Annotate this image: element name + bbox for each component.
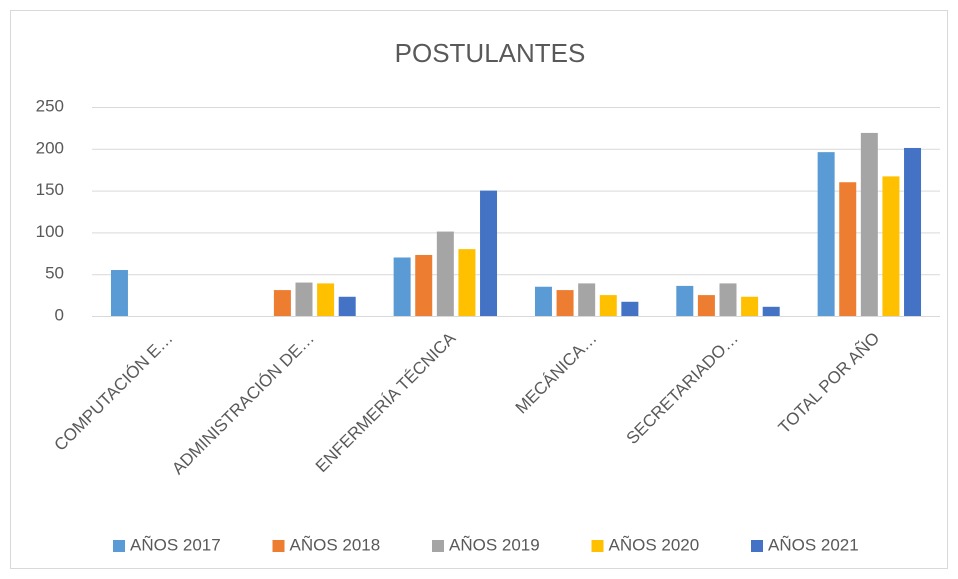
- y-tick-label: 0: [55, 305, 64, 324]
- bar: [393, 257, 411, 316]
- bar: [295, 282, 313, 316]
- bar: [762, 306, 780, 316]
- legend-label: AÑOS 2020: [609, 535, 700, 554]
- bar: [317, 283, 335, 316]
- chart-frame: [10, 10, 948, 569]
- bar: [817, 152, 835, 316]
- bar: [860, 132, 878, 316]
- y-tick-label: 150: [36, 180, 64, 199]
- bar: [741, 296, 759, 316]
- y-tick-label: 100: [36, 222, 64, 241]
- legend-label: AÑOS 2021: [768, 535, 859, 554]
- bar: [436, 231, 454, 316]
- bar: [839, 182, 857, 316]
- legend-label: AÑOS 2017: [130, 535, 221, 554]
- bar: [338, 296, 356, 316]
- bar: [697, 295, 715, 316]
- bar: [676, 285, 694, 316]
- bar: [882, 176, 900, 316]
- bar: [273, 290, 291, 316]
- y-tick-label: 250: [36, 96, 64, 115]
- bar: [458, 249, 476, 316]
- chart-title: POSTULANTES: [395, 38, 586, 68]
- bar: [556, 290, 574, 316]
- bar: [480, 190, 498, 316]
- legend-swatch: [272, 540, 285, 552]
- legend-swatch: [591, 540, 604, 552]
- bar: [415, 254, 433, 316]
- legend-label: AÑOS 2018: [290, 535, 381, 554]
- legend-swatch: [751, 540, 763, 552]
- legend-swatch: [113, 540, 125, 552]
- bar: [719, 283, 737, 316]
- y-tick-label: 50: [45, 264, 64, 283]
- legend-label: AÑOS 2019: [449, 535, 540, 554]
- legend-swatch: [432, 540, 444, 552]
- bar: [110, 270, 128, 316]
- bar: [621, 301, 639, 316]
- bar: [534, 286, 552, 316]
- bar: [599, 295, 617, 316]
- bar: [578, 283, 596, 316]
- y-tick-label: 200: [36, 138, 64, 157]
- bar: [904, 147, 922, 316]
